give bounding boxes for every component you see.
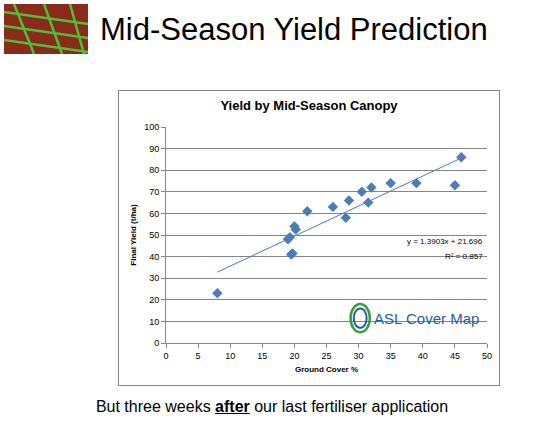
svg-text:50: 50 [482, 351, 492, 361]
svg-text:0: 0 [163, 351, 168, 361]
svg-text:45: 45 [450, 351, 460, 361]
svg-text:30: 30 [354, 351, 364, 361]
svg-text:15: 15 [257, 351, 267, 361]
svg-text:20: 20 [289, 351, 299, 361]
svg-text:20: 20 [149, 295, 159, 305]
html-text:Mid-Season Yield Prediction: Mid-Season Yield Prediction [100, 12, 488, 47]
svg-text:Final Yield (t/ha): Final Yield (t/ha) [129, 204, 138, 266]
svg-text:90: 90 [149, 144, 159, 154]
svg-text:60: 60 [149, 209, 159, 219]
svg-text:Yield by Mid-Season Canopy: Yield by Mid-Season Canopy [220, 98, 398, 113]
svg-text:0: 0 [154, 338, 159, 348]
svg-text:35: 35 [386, 351, 396, 361]
svg-text:25: 25 [321, 351, 331, 361]
svg-text:50: 50 [149, 230, 159, 240]
svg-text:R² = 0.857: R² = 0.857 [445, 252, 483, 261]
svg-text:ASL Cover Map: ASL Cover Map [374, 310, 479, 327]
svg-text:30: 30 [149, 273, 159, 283]
html-text:But three weeks after our last: But three weeks after our last fertilise… [95, 398, 449, 415]
svg-text:Ground Cover %: Ground Cover % [295, 365, 358, 374]
svg-text:40: 40 [418, 351, 428, 361]
svg-text:10: 10 [149, 317, 159, 327]
svg-text:40: 40 [149, 252, 159, 262]
svg-text:y = 1.3903x + 21.696: y = 1.3903x + 21.696 [407, 237, 483, 246]
svg-text:5: 5 [196, 351, 201, 361]
svg-text:70: 70 [149, 187, 159, 197]
svg-text:80: 80 [149, 165, 159, 175]
svg-text:100: 100 [144, 122, 159, 132]
svg-text:10: 10 [225, 351, 235, 361]
